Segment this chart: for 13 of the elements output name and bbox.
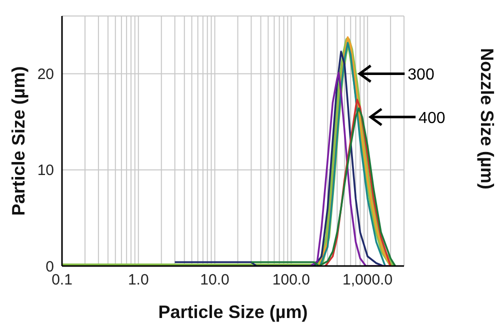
x-tick-label: 1.0 [128,272,149,289]
x-tick-label: 10.0 [200,272,230,289]
y-axis-title: Particle Size (µm) [8,66,28,216]
y2-axis-title: Nozzle Size (µm) [476,48,497,190]
annotation: 400 [418,110,446,127]
x-axis-title: Particle Size (µm) [158,302,308,322]
x-tick-label: 1,000.0 [342,272,393,289]
annotation: 300 [408,66,434,84]
y-tick-label: 20 [37,66,54,84]
x-tick-label: 0.1 [52,272,72,289]
x-tick-label: 100.0 [272,272,310,289]
y-tick-label: 0 [46,258,54,276]
y-tick-label: 10 [37,162,54,180]
